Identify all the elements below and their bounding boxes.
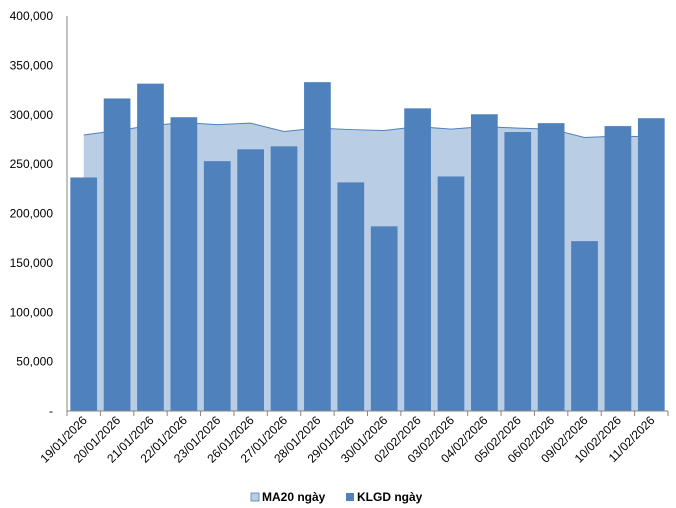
bar	[504, 132, 532, 411]
y-tick-label: 400,000	[10, 9, 54, 23]
bar	[370, 226, 398, 411]
y-tick-label: 100,000	[10, 305, 54, 319]
bar	[137, 83, 164, 412]
y-tick-label: 50,000	[16, 355, 53, 369]
bar	[404, 108, 431, 412]
bar	[604, 126, 632, 411]
bar	[471, 114, 498, 411]
y-axis-ticks: - 50,000 100,000 150,000 200,000 250,000 300,0…	[10, 9, 54, 418]
ma20-area-series	[83, 122, 652, 412]
ma20-area-fill	[83, 122, 652, 412]
bar	[170, 117, 198, 411]
axes	[66, 16, 669, 416]
legend-label-klgd: KLGD ngày	[357, 490, 423, 504]
klgd-bar-series	[70, 82, 665, 412]
bar	[537, 123, 565, 412]
bar	[571, 241, 598, 411]
y-tick-label: 350,000	[10, 58, 54, 72]
bar	[337, 182, 365, 411]
y-tick-label: -	[49, 404, 53, 418]
y-tick-label: 300,000	[10, 108, 54, 122]
y-tick-label: 250,000	[10, 157, 54, 171]
legend-swatch-klgd	[346, 493, 354, 501]
bar	[270, 146, 298, 411]
bar	[103, 98, 131, 412]
bar	[304, 82, 331, 411]
bar	[237, 149, 264, 411]
legend-label-ma20: MA20 ngày	[262, 490, 326, 504]
legend-swatch-ma20	[250, 492, 260, 502]
bar	[437, 176, 465, 411]
y-tick-label: 200,000	[10, 207, 54, 221]
legend: MA20 ngày KLGD ngày	[250, 490, 423, 504]
bar	[203, 161, 231, 411]
x-axis-ticks: 19/01/202620/01/202621/01/202622/01/2026…	[37, 413, 657, 466]
bar	[70, 177, 98, 411]
y-tick-label: 150,000	[10, 256, 54, 270]
bar	[637, 118, 665, 412]
